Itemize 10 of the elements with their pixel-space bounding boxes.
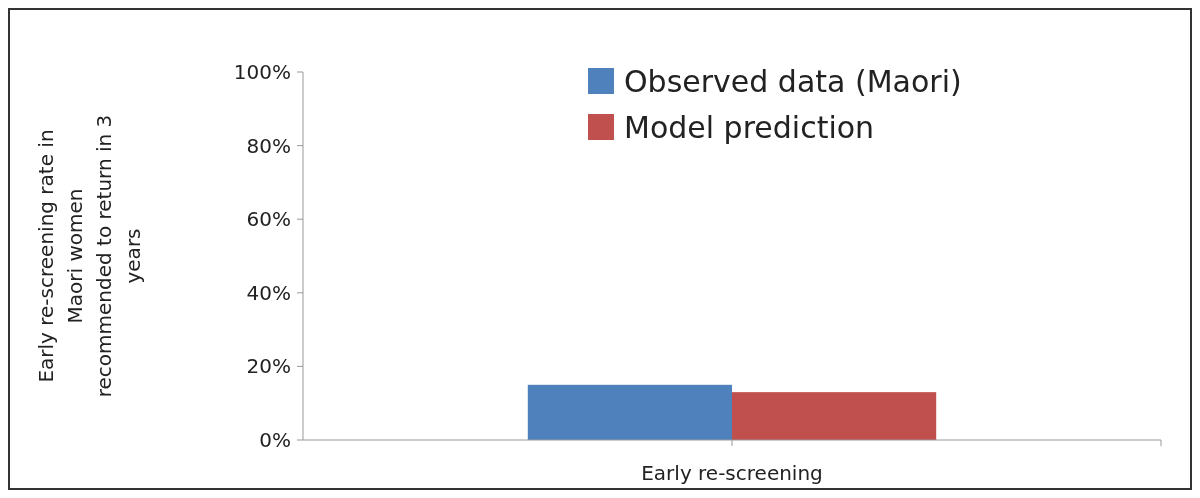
y-tick-label: 40% — [246, 280, 291, 305]
legend-label: Observed data (Maori) — [624, 63, 962, 99]
y-axis-title: Early re-screening rate in Maori women recommended to return in 3 years — [34, 114, 145, 398]
x-tick-label: Early re-screening — [641, 461, 823, 485]
y-tick-label: 20% — [246, 354, 291, 379]
y-tick-label: 80% — [246, 133, 291, 158]
y-tick-label: 0% — [259, 428, 291, 452]
y-tick-label: 60% — [246, 207, 291, 232]
legend-label: Model prediction — [624, 109, 875, 145]
y-tick-label: 100% — [233, 60, 291, 84]
